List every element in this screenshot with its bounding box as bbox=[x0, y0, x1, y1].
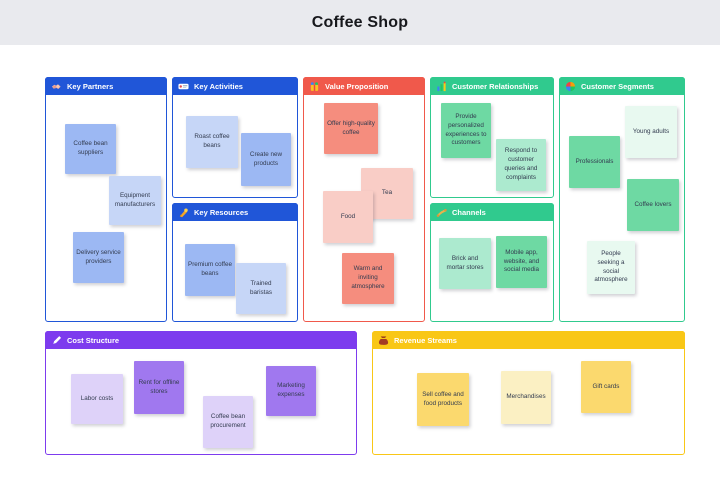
sticky-note[interactable]: People seeking a social atmosphere bbox=[587, 241, 635, 294]
sticky-note[interactable]: Merchandises bbox=[501, 371, 551, 424]
section-title: Customer Relationships bbox=[452, 81, 539, 91]
sticky-note[interactable]: Brick and mortar stores bbox=[439, 238, 491, 289]
money-bag-icon bbox=[378, 335, 389, 346]
section-header-channels[interactable]: Channels bbox=[430, 203, 554, 221]
section-header-customer-relationships[interactable]: Customer Relationships bbox=[430, 77, 554, 95]
sticky-note[interactable]: Mobile app, website, and social media bbox=[496, 236, 547, 288]
sticky-note[interactable]: Labor costs bbox=[71, 374, 123, 424]
pie-chart-icon bbox=[565, 81, 576, 92]
section-title: Customer Segments bbox=[581, 81, 654, 91]
section-header-key-partners[interactable]: Key Partners bbox=[45, 77, 167, 95]
section-key-resources: Key Resources Premium coffee beans Train… bbox=[172, 203, 298, 322]
sticky-note[interactable]: Coffee bean suppliers bbox=[65, 124, 116, 174]
section-title: Cost Structure bbox=[67, 335, 120, 345]
sticky-note[interactable]: Coffee bean procurement bbox=[203, 396, 253, 448]
section-header-cost-structure[interactable]: Cost Structure bbox=[45, 331, 357, 349]
section-revenue-streams: Revenue Streams Sell coffee and food pro… bbox=[372, 331, 685, 455]
section-title: Key Partners bbox=[67, 81, 114, 91]
bar-chart-icon bbox=[436, 81, 447, 92]
section-channels: Channels Brick and mortar stores Mobile … bbox=[430, 203, 554, 322]
section-value-proposition: Value Proposition Offer high-quality cof… bbox=[303, 77, 425, 322]
sticky-note[interactable]: Rent for offline stores bbox=[134, 361, 184, 414]
section-title: Channels bbox=[452, 207, 486, 217]
handshake-icon bbox=[51, 81, 62, 92]
section-header-value-proposition[interactable]: Value Proposition bbox=[303, 77, 425, 95]
sticky-note[interactable]: Marketing expenses bbox=[266, 366, 316, 416]
section-header-key-activities[interactable]: Key Activities bbox=[172, 77, 298, 95]
section-header-key-resources[interactable]: Key Resources bbox=[172, 203, 298, 221]
section-customer-relationships: Customer Relationships Provide personali… bbox=[430, 77, 554, 198]
sticky-note[interactable]: Young adults bbox=[625, 106, 677, 158]
board-title-bar: Coffee Shop bbox=[0, 0, 720, 45]
pen-icon bbox=[51, 335, 62, 346]
sticky-note[interactable]: Roast coffee beans bbox=[186, 116, 238, 168]
sticky-note[interactable]: Gift cards bbox=[581, 361, 631, 413]
sticky-note[interactable]: Provide personalized experiences to cust… bbox=[441, 103, 491, 158]
sticky-note[interactable]: Delivery service providers bbox=[73, 232, 124, 283]
sticky-note[interactable]: Respond to customer queries and complain… bbox=[496, 139, 546, 191]
sticky-note[interactable]: Create new products bbox=[241, 133, 291, 186]
section-header-customer-segments[interactable]: Customer Segments bbox=[559, 77, 685, 95]
section-customer-segments: Customer Segments Young adults Professio… bbox=[559, 77, 685, 322]
sticky-note[interactable]: Professionals bbox=[569, 136, 620, 188]
hand-icon bbox=[178, 207, 189, 218]
gift-icon bbox=[309, 81, 320, 92]
sticky-note[interactable]: Warm and inviting atmosphere bbox=[342, 253, 394, 304]
section-key-partners: Key Partners Coffee bean suppliers Equip… bbox=[45, 77, 167, 322]
sticky-note[interactable]: Sell coffee and food products bbox=[417, 373, 469, 426]
section-title: Revenue Streams bbox=[394, 335, 457, 345]
section-cost-structure: Cost Structure Labor costs Rent for offl… bbox=[45, 331, 357, 455]
section-header-revenue-streams[interactable]: Revenue Streams bbox=[372, 331, 685, 349]
board-title: Coffee Shop bbox=[311, 13, 409, 31]
sticky-note[interactable]: Food bbox=[323, 191, 373, 243]
sticky-note[interactable]: Coffee lovers bbox=[627, 179, 679, 231]
section-title: Key Activities bbox=[194, 81, 243, 91]
sticky-note[interactable]: Offer high-quality coffee bbox=[324, 103, 378, 154]
sticky-note[interactable]: Premium coffee beans bbox=[185, 244, 235, 296]
sticky-note[interactable]: Trained baristas bbox=[236, 263, 286, 314]
section-title: Key Resources bbox=[194, 207, 249, 217]
phone-icon bbox=[436, 207, 447, 218]
sticky-note[interactable]: Equipment manufacturers bbox=[109, 176, 161, 225]
section-title: Value Proposition bbox=[325, 81, 389, 91]
section-key-activities: Key Activities Roast coffee beans Create… bbox=[172, 77, 298, 198]
badge-icon bbox=[178, 81, 189, 92]
